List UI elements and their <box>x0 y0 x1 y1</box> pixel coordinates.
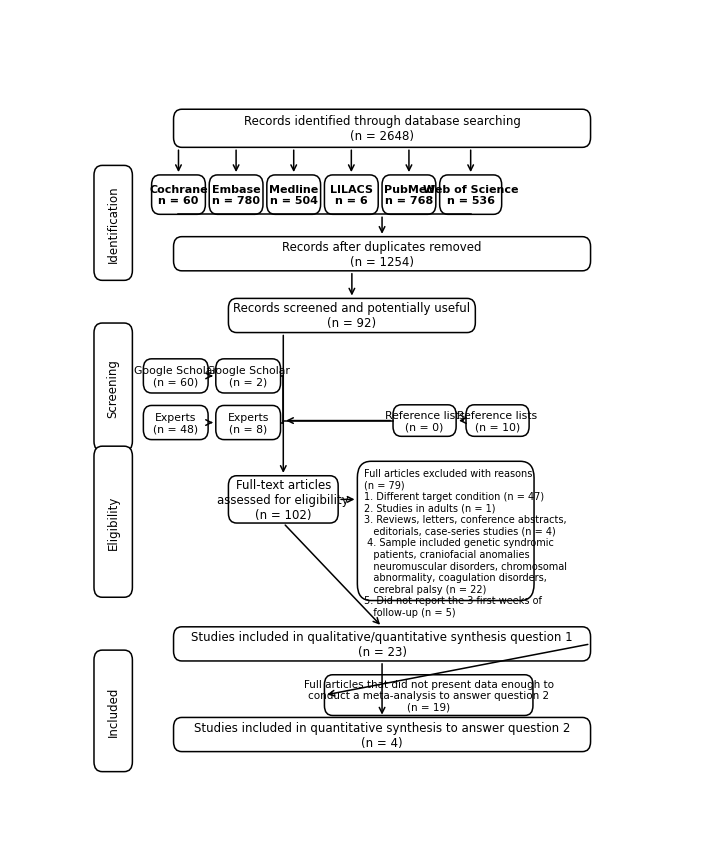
Text: Eligibility: Eligibility <box>107 495 120 550</box>
Text: Studies included in quantitative synthesis to answer question 2
(n = 4): Studies included in quantitative synthes… <box>194 721 570 749</box>
FancyBboxPatch shape <box>466 406 529 437</box>
Text: Identification: Identification <box>107 185 120 262</box>
FancyBboxPatch shape <box>143 360 208 394</box>
Text: Experts
(n = 8): Experts (n = 8) <box>227 412 269 434</box>
FancyBboxPatch shape <box>173 110 590 148</box>
FancyBboxPatch shape <box>94 324 132 452</box>
FancyBboxPatch shape <box>173 238 590 272</box>
FancyBboxPatch shape <box>152 176 205 215</box>
FancyBboxPatch shape <box>94 166 132 281</box>
Text: Records after duplicates removed
(n = 1254): Records after duplicates removed (n = 12… <box>282 240 482 268</box>
FancyBboxPatch shape <box>229 476 338 523</box>
Text: Full articles that did not present data enough to
conduct a meta-analysis to ans: Full articles that did not present data … <box>304 679 554 712</box>
FancyBboxPatch shape <box>358 462 534 601</box>
FancyBboxPatch shape <box>229 299 475 333</box>
Text: LILACS
n = 6: LILACS n = 6 <box>330 185 373 206</box>
FancyBboxPatch shape <box>440 176 502 215</box>
Text: Medline
n = 504: Medline n = 504 <box>269 185 319 206</box>
FancyBboxPatch shape <box>216 360 280 394</box>
Text: Records screened and potentially useful
(n = 92): Records screened and potentially useful … <box>234 302 470 330</box>
Text: Included: Included <box>107 686 120 736</box>
Text: Google Scholar
(n = 2): Google Scholar (n = 2) <box>207 366 290 388</box>
Text: Google Scholar
(n = 60): Google Scholar (n = 60) <box>135 366 217 388</box>
FancyBboxPatch shape <box>267 176 321 215</box>
Text: Reference lists
(n = 10): Reference lists (n = 10) <box>457 411 537 432</box>
FancyBboxPatch shape <box>94 650 132 772</box>
Text: Cochrane
n = 60: Cochrane n = 60 <box>149 185 208 206</box>
Text: Web of Science
n = 536: Web of Science n = 536 <box>423 185 518 206</box>
FancyBboxPatch shape <box>143 406 208 440</box>
Text: Full-text articles
assessed for eligibility
(n = 102): Full-text articles assessed for eligibil… <box>217 478 349 521</box>
FancyBboxPatch shape <box>173 717 590 751</box>
Text: Screening: Screening <box>107 358 120 417</box>
Text: Records identified through database searching
(n = 2648): Records identified through database sear… <box>244 115 520 143</box>
FancyBboxPatch shape <box>210 176 263 215</box>
FancyBboxPatch shape <box>382 176 436 215</box>
Text: Embase
n = 780: Embase n = 780 <box>212 185 261 206</box>
Text: Studies included in qualitative/quantitative synthesis question 1
(n = 23): Studies included in qualitative/quantita… <box>191 630 573 658</box>
FancyBboxPatch shape <box>216 406 280 440</box>
Text: Experts
(n = 48): Experts (n = 48) <box>153 412 198 434</box>
FancyBboxPatch shape <box>94 446 132 597</box>
Text: PubMed
n = 768: PubMed n = 768 <box>384 185 434 206</box>
FancyBboxPatch shape <box>173 627 590 661</box>
Text: Full articles excluded with reasons
(n = 79)
1. Different target condition (n = : Full articles excluded with reasons (n =… <box>364 469 567 618</box>
FancyBboxPatch shape <box>393 406 456 437</box>
FancyBboxPatch shape <box>324 176 378 215</box>
Text: Reference lists
(n = 0): Reference lists (n = 0) <box>384 411 464 432</box>
FancyBboxPatch shape <box>324 675 533 716</box>
